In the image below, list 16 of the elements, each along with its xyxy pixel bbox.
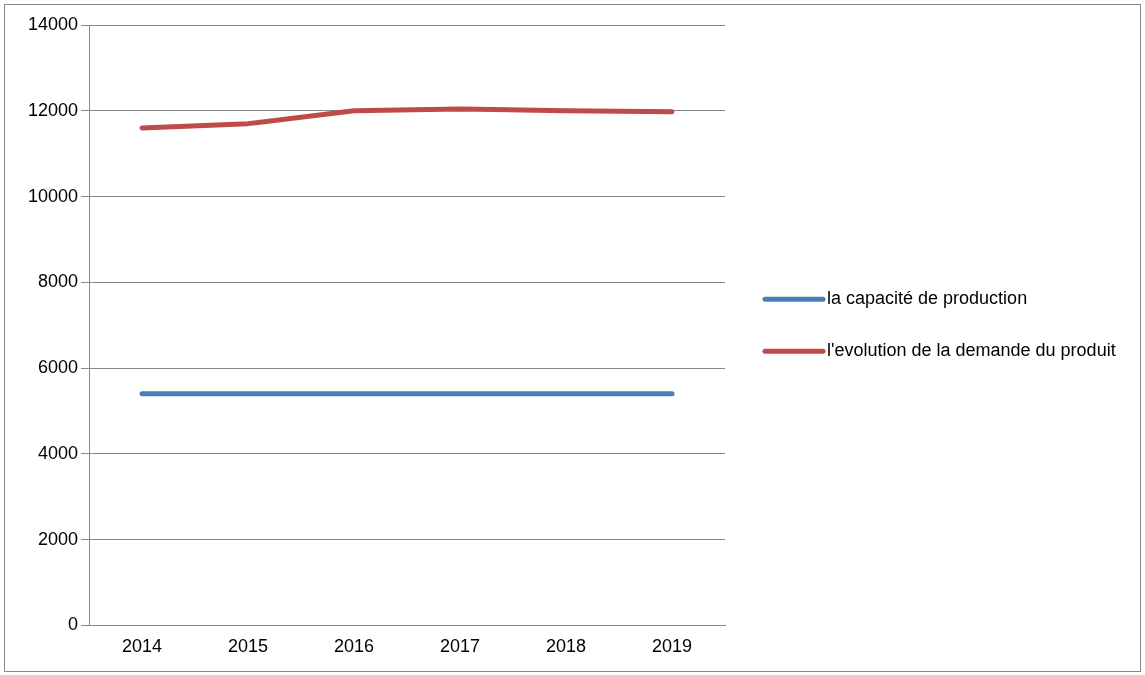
x-tick-label: 2018 bbox=[545, 636, 587, 657]
y-tick-label: 8000 bbox=[38, 271, 79, 292]
y-tick-label: 6000 bbox=[38, 357, 79, 378]
y-tick-label: 4000 bbox=[38, 442, 79, 463]
legend-label: la capacité de production bbox=[827, 288, 1028, 309]
x-tick-label: 2015 bbox=[228, 636, 269, 657]
y-tick-label: 10000 bbox=[27, 185, 79, 206]
y-tick-label: 2000 bbox=[38, 528, 79, 549]
legend-label: l'evolution de la demande du produit bbox=[827, 340, 1116, 361]
x-tick-label: 2014 bbox=[122, 636, 163, 657]
x-tick-label: 2017 bbox=[440, 636, 481, 657]
y-tick-label: 12000 bbox=[27, 99, 79, 120]
x-tick-label: 2016 bbox=[334, 636, 375, 657]
y-tick-label: 0 bbox=[68, 614, 79, 635]
y-tick-label: 14000 bbox=[27, 13, 79, 34]
x-tick-label: 2019 bbox=[651, 636, 693, 657]
